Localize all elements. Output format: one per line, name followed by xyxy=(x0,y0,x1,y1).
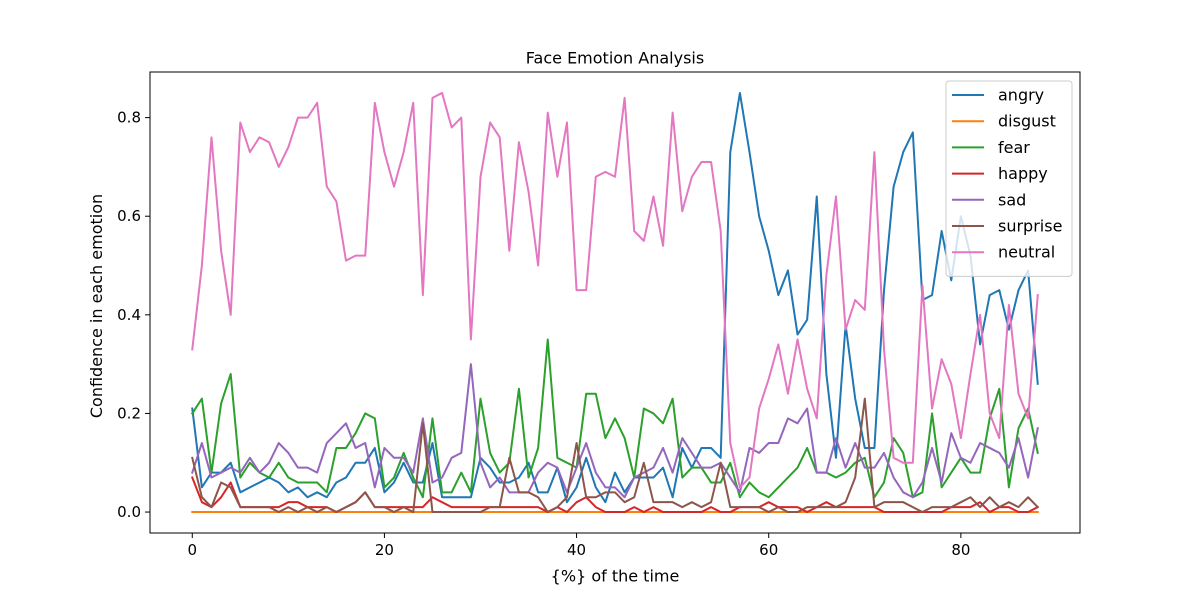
legend-label-angry: angry xyxy=(998,86,1044,105)
legend-label-happy: happy xyxy=(998,164,1048,183)
series-line-surprise xyxy=(191,397,1040,514)
series-line-sad xyxy=(191,363,1039,499)
legend-label-sad: sad xyxy=(998,190,1026,209)
y-tick-label: 0.2 xyxy=(117,404,141,422)
y-tick-label: 0.8 xyxy=(117,109,141,127)
legend: angry disgust fear happy sad surprise neutral xyxy=(945,80,1073,277)
x-tick-label: 0 xyxy=(187,541,197,559)
y-tick-label: 0.4 xyxy=(117,306,141,324)
y-tick-label: 0.0 xyxy=(117,503,141,521)
legend-box xyxy=(945,80,1073,277)
chart-title: Face Emotion Analysis xyxy=(526,49,704,68)
y-tick-label: 0.6 xyxy=(117,207,141,225)
series-line-neutral xyxy=(191,91,1039,489)
x-tick-label: 80 xyxy=(951,541,970,559)
axes-layer: 0 20 40 60 80 0.0 0.2 0.4 0.6 0.8 xyxy=(117,71,1081,559)
plot-frame xyxy=(149,71,1081,534)
x-tick-label: 60 xyxy=(759,541,778,559)
y-axis-label: Confidence in each emotion xyxy=(87,194,106,418)
legend-label-fear: fear xyxy=(998,138,1030,157)
legend-label-neutral: neutral xyxy=(998,243,1055,262)
series-line-fear xyxy=(190,338,1039,499)
series-line-angry xyxy=(191,91,1039,504)
x-axis-label: {%} of the time xyxy=(551,567,680,586)
series-layer xyxy=(190,91,1040,514)
legend-label-surprise: surprise xyxy=(998,217,1062,236)
legend-label-disgust: disgust xyxy=(998,112,1056,131)
x-tick-label: 40 xyxy=(567,541,586,559)
x-tick-label: 20 xyxy=(375,541,394,559)
